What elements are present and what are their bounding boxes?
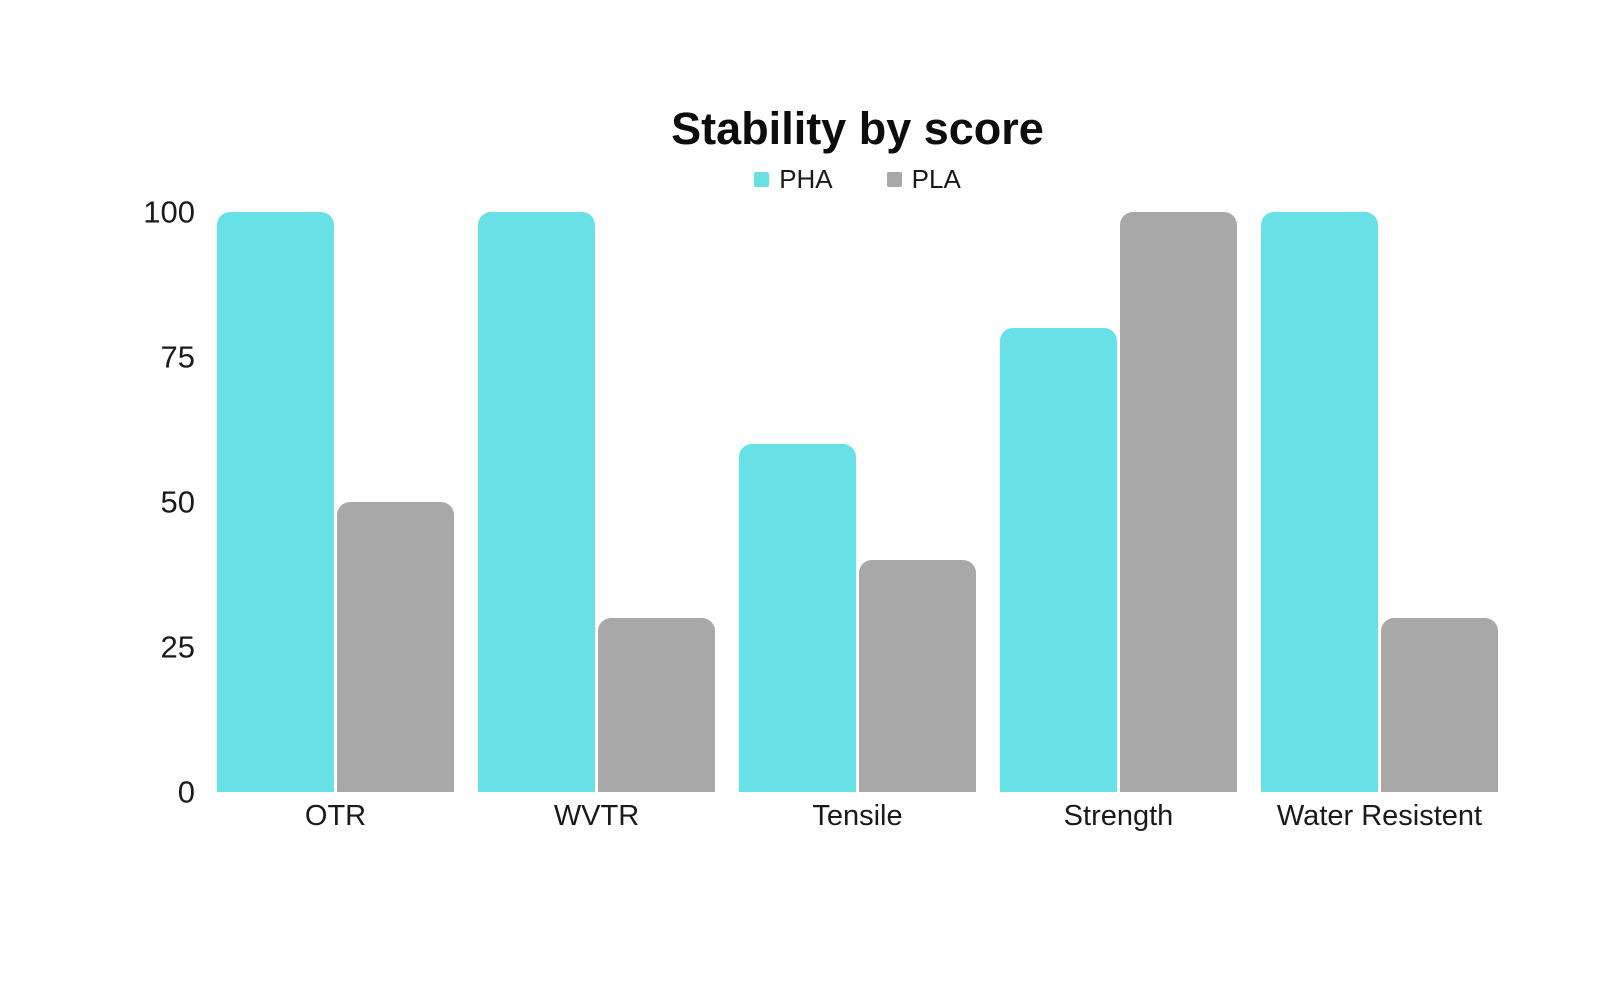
chart-legend: PHA PLA <box>217 164 1498 195</box>
bar-pair-otr <box>217 212 454 792</box>
x-category-label-wvtr: WVTR <box>553 800 640 832</box>
bar-pha-wvtr <box>478 212 595 792</box>
x-category-label-strength: Strength <box>1063 800 1174 832</box>
bar-pha-otr <box>217 212 334 792</box>
bar-pair-tensile <box>739 212 976 792</box>
bar-pair-wvtr <box>478 212 715 792</box>
legend-item-pla: PLA <box>886 163 961 195</box>
legend-label-pha: PHA <box>779 163 833 194</box>
y-tick-label-0: 0 <box>177 774 195 810</box>
bar-pair-water-resistent <box>1261 212 1498 792</box>
y-tick-label-100: 100 <box>143 194 195 230</box>
y-tick-label-25: 25 <box>160 629 195 665</box>
bar-pla-tensile <box>859 560 976 792</box>
bar-pla-otr <box>337 502 454 792</box>
bar-pair-strength <box>1000 212 1237 792</box>
bar-pla-wvtr <box>598 618 715 792</box>
bar-pha-tensile <box>739 444 856 792</box>
legend-label-pla: PLA <box>911 163 961 194</box>
bars-area: OTR WVTR Tensile Strength Water Resistent <box>217 212 1498 862</box>
x-category-label-water-resistent: Water Resistent <box>1276 800 1483 832</box>
bar-group-otr: OTR <box>217 212 454 862</box>
y-tick-label-75: 75 <box>160 339 195 375</box>
bar-pha-water-resistent <box>1261 212 1378 792</box>
bar-group-tensile: Tensile <box>739 212 976 862</box>
plot-area: 0 25 50 75 100 OTR WVTR Tensile Strength Water R… <box>0 197 1600 862</box>
x-category-label-otr: OTR <box>304 800 367 832</box>
chart-header: Stability by score PHA PLA <box>217 104 1498 195</box>
chart-title: Stability by score <box>671 103 1044 154</box>
bar-pla-strength <box>1120 212 1237 792</box>
x-category-label-tensile: Tensile <box>812 800 903 832</box>
bar-pla-water-resistent <box>1381 618 1498 792</box>
y-axis: 0 25 50 75 100 <box>0 197 195 808</box>
bar-group-water-resistent: Water Resistent <box>1261 212 1498 862</box>
legend-item-pha: PHA <box>754 163 833 195</box>
bar-group-wvtr: WVTR <box>478 212 715 862</box>
bar-pha-strength <box>1000 328 1117 792</box>
legend-swatch-pla <box>886 171 902 187</box>
y-tick-label-50: 50 <box>160 484 195 520</box>
bar-group-strength: Strength <box>1000 212 1237 862</box>
legend-swatch-pha <box>754 171 770 187</box>
